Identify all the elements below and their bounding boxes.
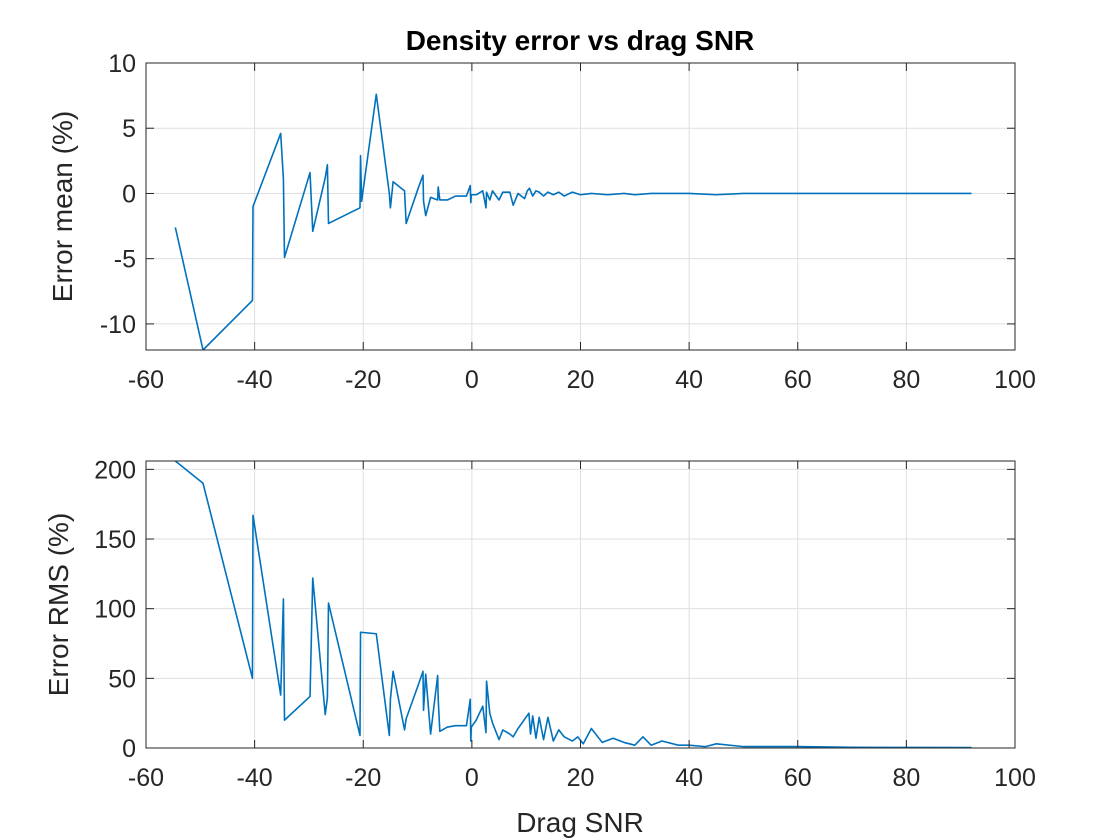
bottom-subplot-xtick-label: 60 bbox=[784, 764, 812, 792]
top-subplot-xtick-label: 40 bbox=[675, 366, 703, 394]
top-subplot-ticks: -60 -40 -20 0 20 40 60 80 100 -10 -5 0 5 10 bbox=[100, 50, 1036, 394]
top-subplot-series-line bbox=[174, 93, 972, 350]
bottom-subplot-ytick-label: 200 bbox=[94, 456, 136, 484]
top-subplot-xtick-label: 80 bbox=[892, 366, 920, 394]
chart-title: Density error vs drag SNR bbox=[406, 25, 755, 56]
bottom-subplot-xtick-label: 40 bbox=[675, 764, 703, 792]
top-subplot-ytick-label: 10 bbox=[108, 50, 136, 78]
bottom-subplot-xtick-label: -40 bbox=[237, 764, 273, 792]
top-subplot-xtick-label: -20 bbox=[345, 366, 381, 394]
bottom-subplot-xtick-label: 0 bbox=[465, 764, 479, 792]
bottom-subplot-ytick-label: 0 bbox=[122, 735, 136, 763]
bottom-subplot-ticks: -60 -40 -20 0 20 40 60 80 100 0 50 100 150 200 bbox=[94, 456, 1036, 792]
top-subplot-ylabel: Error mean (%) bbox=[47, 111, 78, 302]
top-subplot-line-layer bbox=[174, 93, 972, 350]
bottom-subplot-ytick-label: 50 bbox=[108, 665, 136, 693]
bottom-subplot-xtick-label: 100 bbox=[994, 764, 1036, 792]
bottom-subplot-ytick-label: 100 bbox=[94, 596, 136, 624]
top-subplot-xtick-label: 0 bbox=[465, 366, 479, 394]
bottom-subplot-xtick-label: -20 bbox=[345, 764, 381, 792]
top-subplot-xtick-label: 20 bbox=[567, 366, 595, 394]
top-subplot-xtick-label: -40 bbox=[237, 366, 273, 394]
top-subplot-ytick-label: -5 bbox=[114, 246, 136, 274]
top-subplot-xtick-label: 60 bbox=[784, 366, 812, 394]
bottom-subplot-ylabel: Error RMS (%) bbox=[43, 513, 74, 697]
top-subplot: -60 -40 -20 0 20 40 60 80 100 -10 -5 0 5 10 Error mea… bbox=[47, 50, 1036, 394]
top-subplot-ytick-label: 0 bbox=[122, 180, 136, 208]
top-subplot-xtick-label: 100 bbox=[994, 366, 1036, 394]
bottom-subplot-ytick-label: 150 bbox=[94, 526, 136, 554]
bottom-subplot-xtick-label: -60 bbox=[128, 764, 164, 792]
top-subplot-ytick-label: -10 bbox=[100, 311, 136, 339]
bottom-subplot-xlabel: Drag SNR bbox=[516, 807, 644, 838]
bottom-subplot-line-layer bbox=[174, 461, 972, 748]
bottom-subplot: -60 -40 -20 0 20 40 60 80 100 0 50 100 150 200 Error … bbox=[43, 456, 1036, 838]
top-subplot-ytick-label: 5 bbox=[122, 115, 136, 143]
bottom-subplot-xtick-label: 20 bbox=[567, 764, 595, 792]
top-subplot-xtick-label: -60 bbox=[128, 366, 164, 394]
bottom-subplot-series-line bbox=[174, 461, 972, 748]
top-subplot-grid bbox=[145, 62, 1016, 350]
bottom-subplot-xtick-label: 80 bbox=[892, 764, 920, 792]
